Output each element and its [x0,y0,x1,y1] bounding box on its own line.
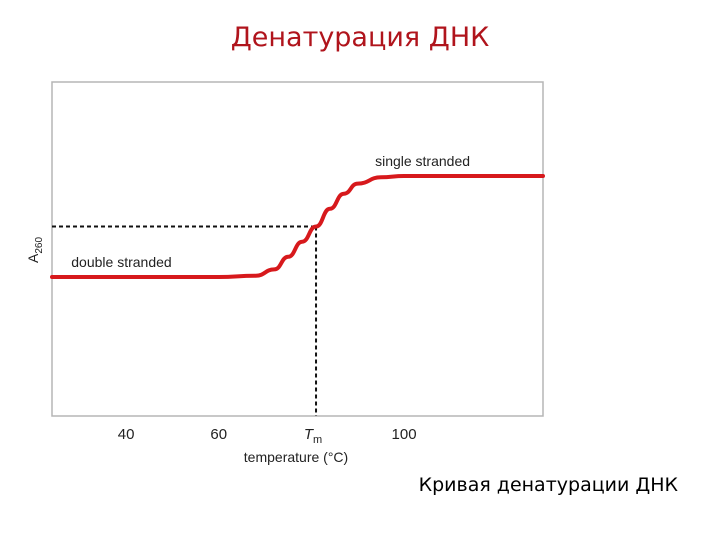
y-axis-label-main: A [25,253,41,263]
double-stranded-label: double stranded [71,254,171,270]
x-tick-label-tm: Tm [304,426,322,446]
x-tick-label-100: 100 [392,426,417,443]
denaturation-curve-0 [50,173,545,280]
x-tick-label-40: 40 [118,426,135,443]
x-tick-label-60: 60 [210,426,227,443]
slide-caption: Кривая денатурации ДНК [418,474,678,496]
y-axis-label: A260 [25,237,45,263]
single-stranded-label: single stranded [375,153,470,169]
slide-title: Денатурация ДНК [230,22,490,53]
y-axis-label-sub: 260 [34,237,45,254]
x-axis-label: temperature (°C) [244,449,348,465]
plot-frame [51,81,544,417]
